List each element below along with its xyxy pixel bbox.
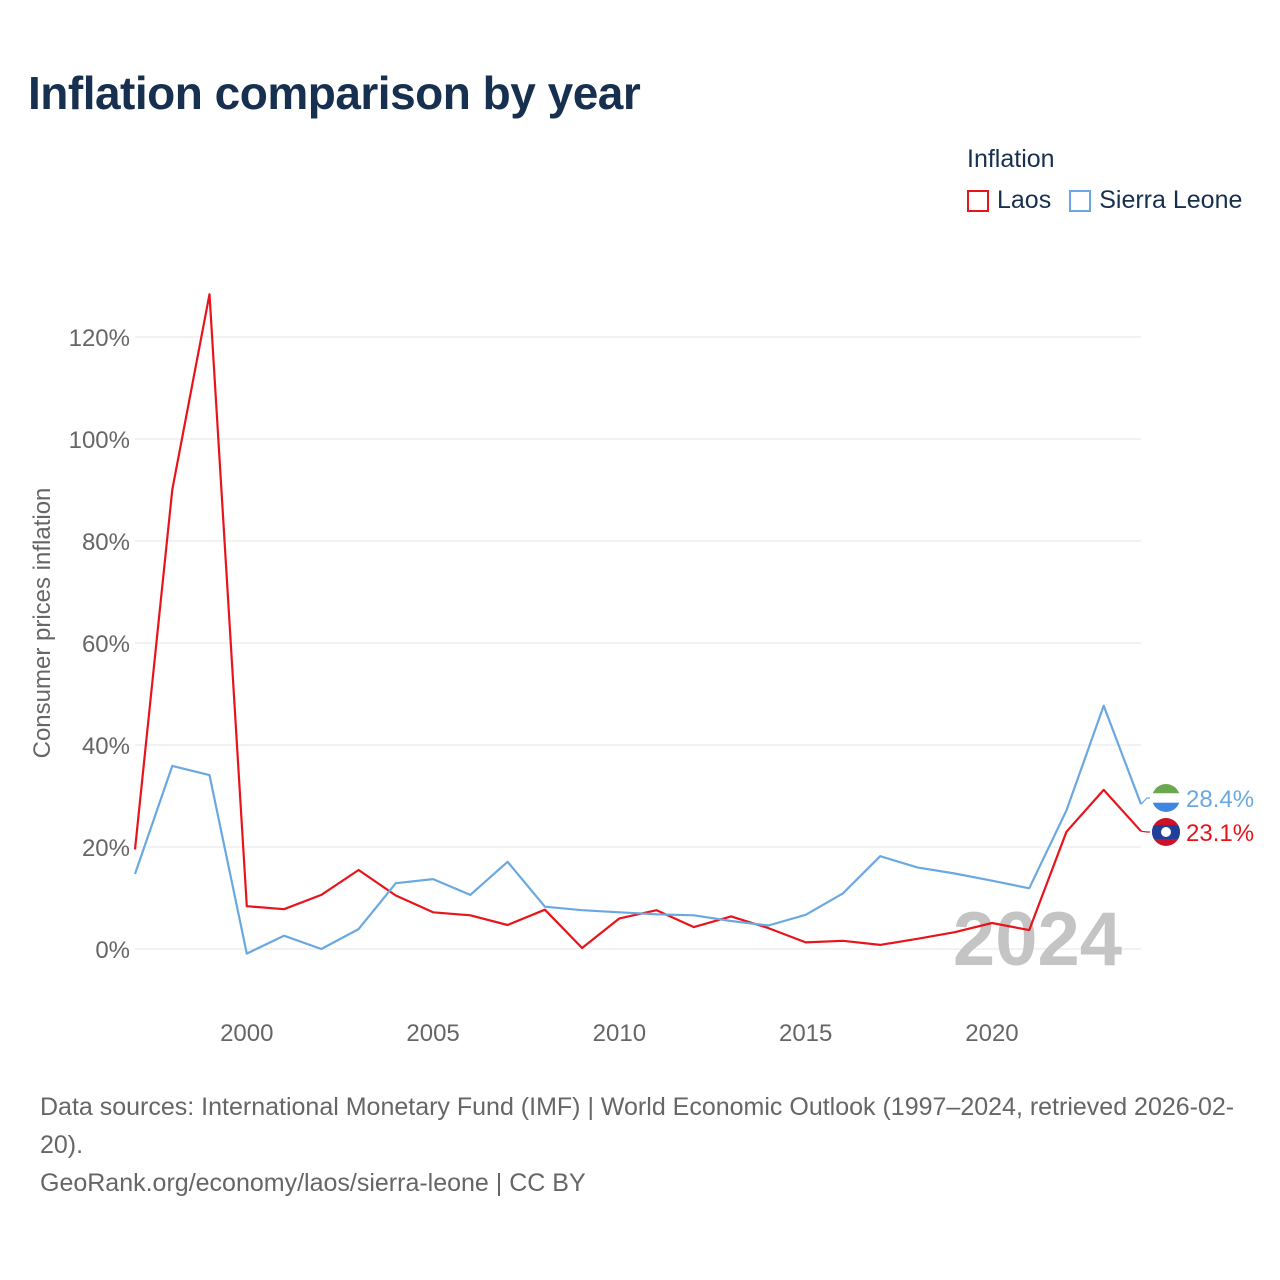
y-axis-label: Consumer prices inflation — [29, 488, 56, 759]
source-text: Data sources: International Monetary Fun… — [40, 1093, 1235, 1159]
legend-swatch-laos — [967, 189, 989, 212]
x-tick-label: 2000 — [220, 1020, 273, 1047]
legend-label-sierra-leone: Sierra Leone — [1099, 186, 1243, 214]
page-title: Inflation comparison by year — [28, 67, 641, 119]
x-tick-label: 2005 — [406, 1020, 459, 1047]
legend-title: Inflation — [967, 145, 1055, 173]
y-tick-label: 100% — [69, 427, 130, 454]
legend-item-laos[interactable]: Laos — [967, 186, 1051, 215]
y-tick-label: 20% — [82, 835, 130, 862]
sierra-leone-flag-icon — [1152, 784, 1180, 812]
y-tick-label: 120% — [69, 325, 130, 352]
legend: Laos Sierra Leone — [967, 186, 1260, 215]
series-line-laos[interactable] — [133, 293, 1142, 950]
legend-label-laos: Laos — [997, 186, 1052, 214]
end-label-connector — [1140, 830, 1150, 833]
x-tick-label: 2015 — [779, 1020, 832, 1047]
y-tick-label: 80% — [82, 529, 130, 556]
x-tick-label: 2020 — [965, 1020, 1018, 1047]
legend-item-sierra-leone[interactable]: Sierra Leone — [1069, 186, 1242, 215]
legend-swatch-sierra-leone — [1069, 189, 1092, 212]
end-label-connector — [1140, 797, 1150, 805]
source-note: Data sources: International Monetary Fun… — [40, 1088, 1250, 1202]
y-tick-label: 60% — [82, 631, 130, 658]
end-value-label: 28.4% — [1186, 786, 1254, 813]
source-link[interactable]: GeoRank.org/economy/laos/sierra-leone | … — [40, 1169, 586, 1197]
line-chart: 0% 20% 40% 60% 80% 100% 120% 2000 2005 2010 2015 2… — [29, 293, 1254, 1047]
x-tick-label: 2010 — [593, 1020, 646, 1047]
laos-flag-icon — [1152, 818, 1180, 846]
y-tick-label: 0% — [95, 937, 130, 964]
end-value-label: 23.1% — [1186, 820, 1254, 847]
series-line-sierra-leone[interactable] — [133, 704, 1143, 955]
y-tick-label: 40% — [82, 733, 130, 760]
